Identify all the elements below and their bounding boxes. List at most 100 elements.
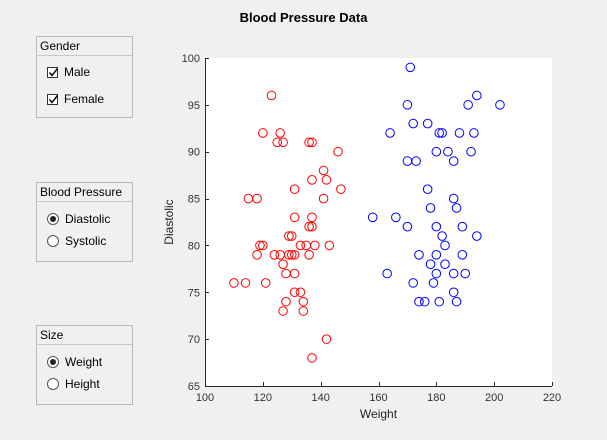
data-point [281,296,291,307]
y-tick-label: 80 [188,240,200,252]
data-point [448,287,459,298]
data-point [275,128,285,138]
data-point [324,240,335,251]
data-point [422,118,433,129]
size-panel: Size Weight Height [36,325,133,405]
data-point [466,146,476,157]
data-point [298,306,309,316]
data-point [307,175,317,185]
data-point [443,146,453,157]
data-point [258,240,268,251]
data-point [495,100,505,110]
data-point [310,240,320,251]
data-point [278,306,288,316]
data-point [272,137,283,148]
data-point [408,278,419,288]
data-point [252,250,262,260]
data-point [321,175,332,185]
systolic-radio[interactable]: Systolic [47,233,106,249]
female-label: Female [64,92,105,106]
data-point [304,250,314,260]
data-point [460,268,471,279]
axes: 100 120 140 160 180 200 220 65 70 75 80 85 90 95 100 [182,53,562,404]
male-checkbox[interactable]: Male [47,64,90,80]
data-point [269,250,280,260]
data-point [304,137,314,148]
plot-area [205,58,552,386]
systolic-radio-icon [47,235,59,247]
data-point [307,137,317,148]
y-tick-label: 85 [188,194,200,206]
data-point [336,184,346,194]
y-tick-label: 65 [188,381,200,393]
data-point [289,268,300,279]
data-point [289,287,300,298]
data-point [431,146,442,157]
data-point [333,146,343,157]
gender-panel: Gender Male Female [36,36,133,118]
chart-title: Blood Pressure Data [239,10,368,25]
data-point [318,193,329,204]
data-point [229,278,239,288]
data-point [289,184,300,194]
data-point [428,278,439,288]
data-point [252,193,262,204]
weight-radio[interactable]: Weight [47,354,102,370]
data-point [448,268,459,279]
data-point [469,128,479,138]
male-check-icon [47,66,59,78]
diastolic-radio-icon [47,213,59,225]
data-point [448,156,459,166]
data-point [451,296,462,307]
y-tick-label: 75 [188,287,200,299]
data-point [286,231,297,241]
data-point [307,212,317,223]
x-axis-label: Weight [360,407,398,421]
diastolic-radio[interactable]: Diastolic [47,211,110,227]
y-tick-label: 90 [188,147,200,159]
y-tick-label: 70 [188,334,200,346]
data-point [419,296,430,307]
data-point [289,212,300,223]
weight-radio-icon [47,356,59,368]
female-check-icon [47,93,59,105]
data-point [240,278,251,288]
data-point [321,334,332,344]
data-point [425,259,436,269]
systolic-label: Systolic [65,234,107,248]
data-point [284,250,294,260]
female-checkbox[interactable]: Female [47,91,104,107]
x-tick-label: 220 [543,392,561,404]
y-tick-label: 95 [188,100,200,112]
height-radio[interactable]: Height [47,376,100,392]
data-point [440,259,450,269]
x-tick-label: 180 [427,392,445,404]
data-point [457,250,468,260]
data-point [422,184,433,194]
data-point [367,212,378,223]
data-point [425,203,436,213]
blood-pressure-panel-title: Blood Pressure [37,183,132,202]
data-point [318,165,329,176]
data-point [266,90,277,101]
x-tick-label: 100 [196,392,214,404]
height-radio-icon [47,378,59,390]
data-point [431,268,442,279]
data-point [434,296,445,307]
y-tick-label: 100 [182,53,200,65]
data-point [295,287,306,298]
data-point [454,128,465,138]
data-point [431,221,442,232]
data-point [385,128,395,138]
data-point [405,62,416,73]
data-point [255,240,265,251]
gender-panel-title: Gender [37,37,132,56]
data-point [260,278,271,288]
data-point [472,231,482,241]
y-axis-label: Diastolic [162,199,176,244]
data-point [414,296,424,307]
data-point [434,128,445,138]
data-point [402,100,413,110]
data-point [304,221,314,232]
